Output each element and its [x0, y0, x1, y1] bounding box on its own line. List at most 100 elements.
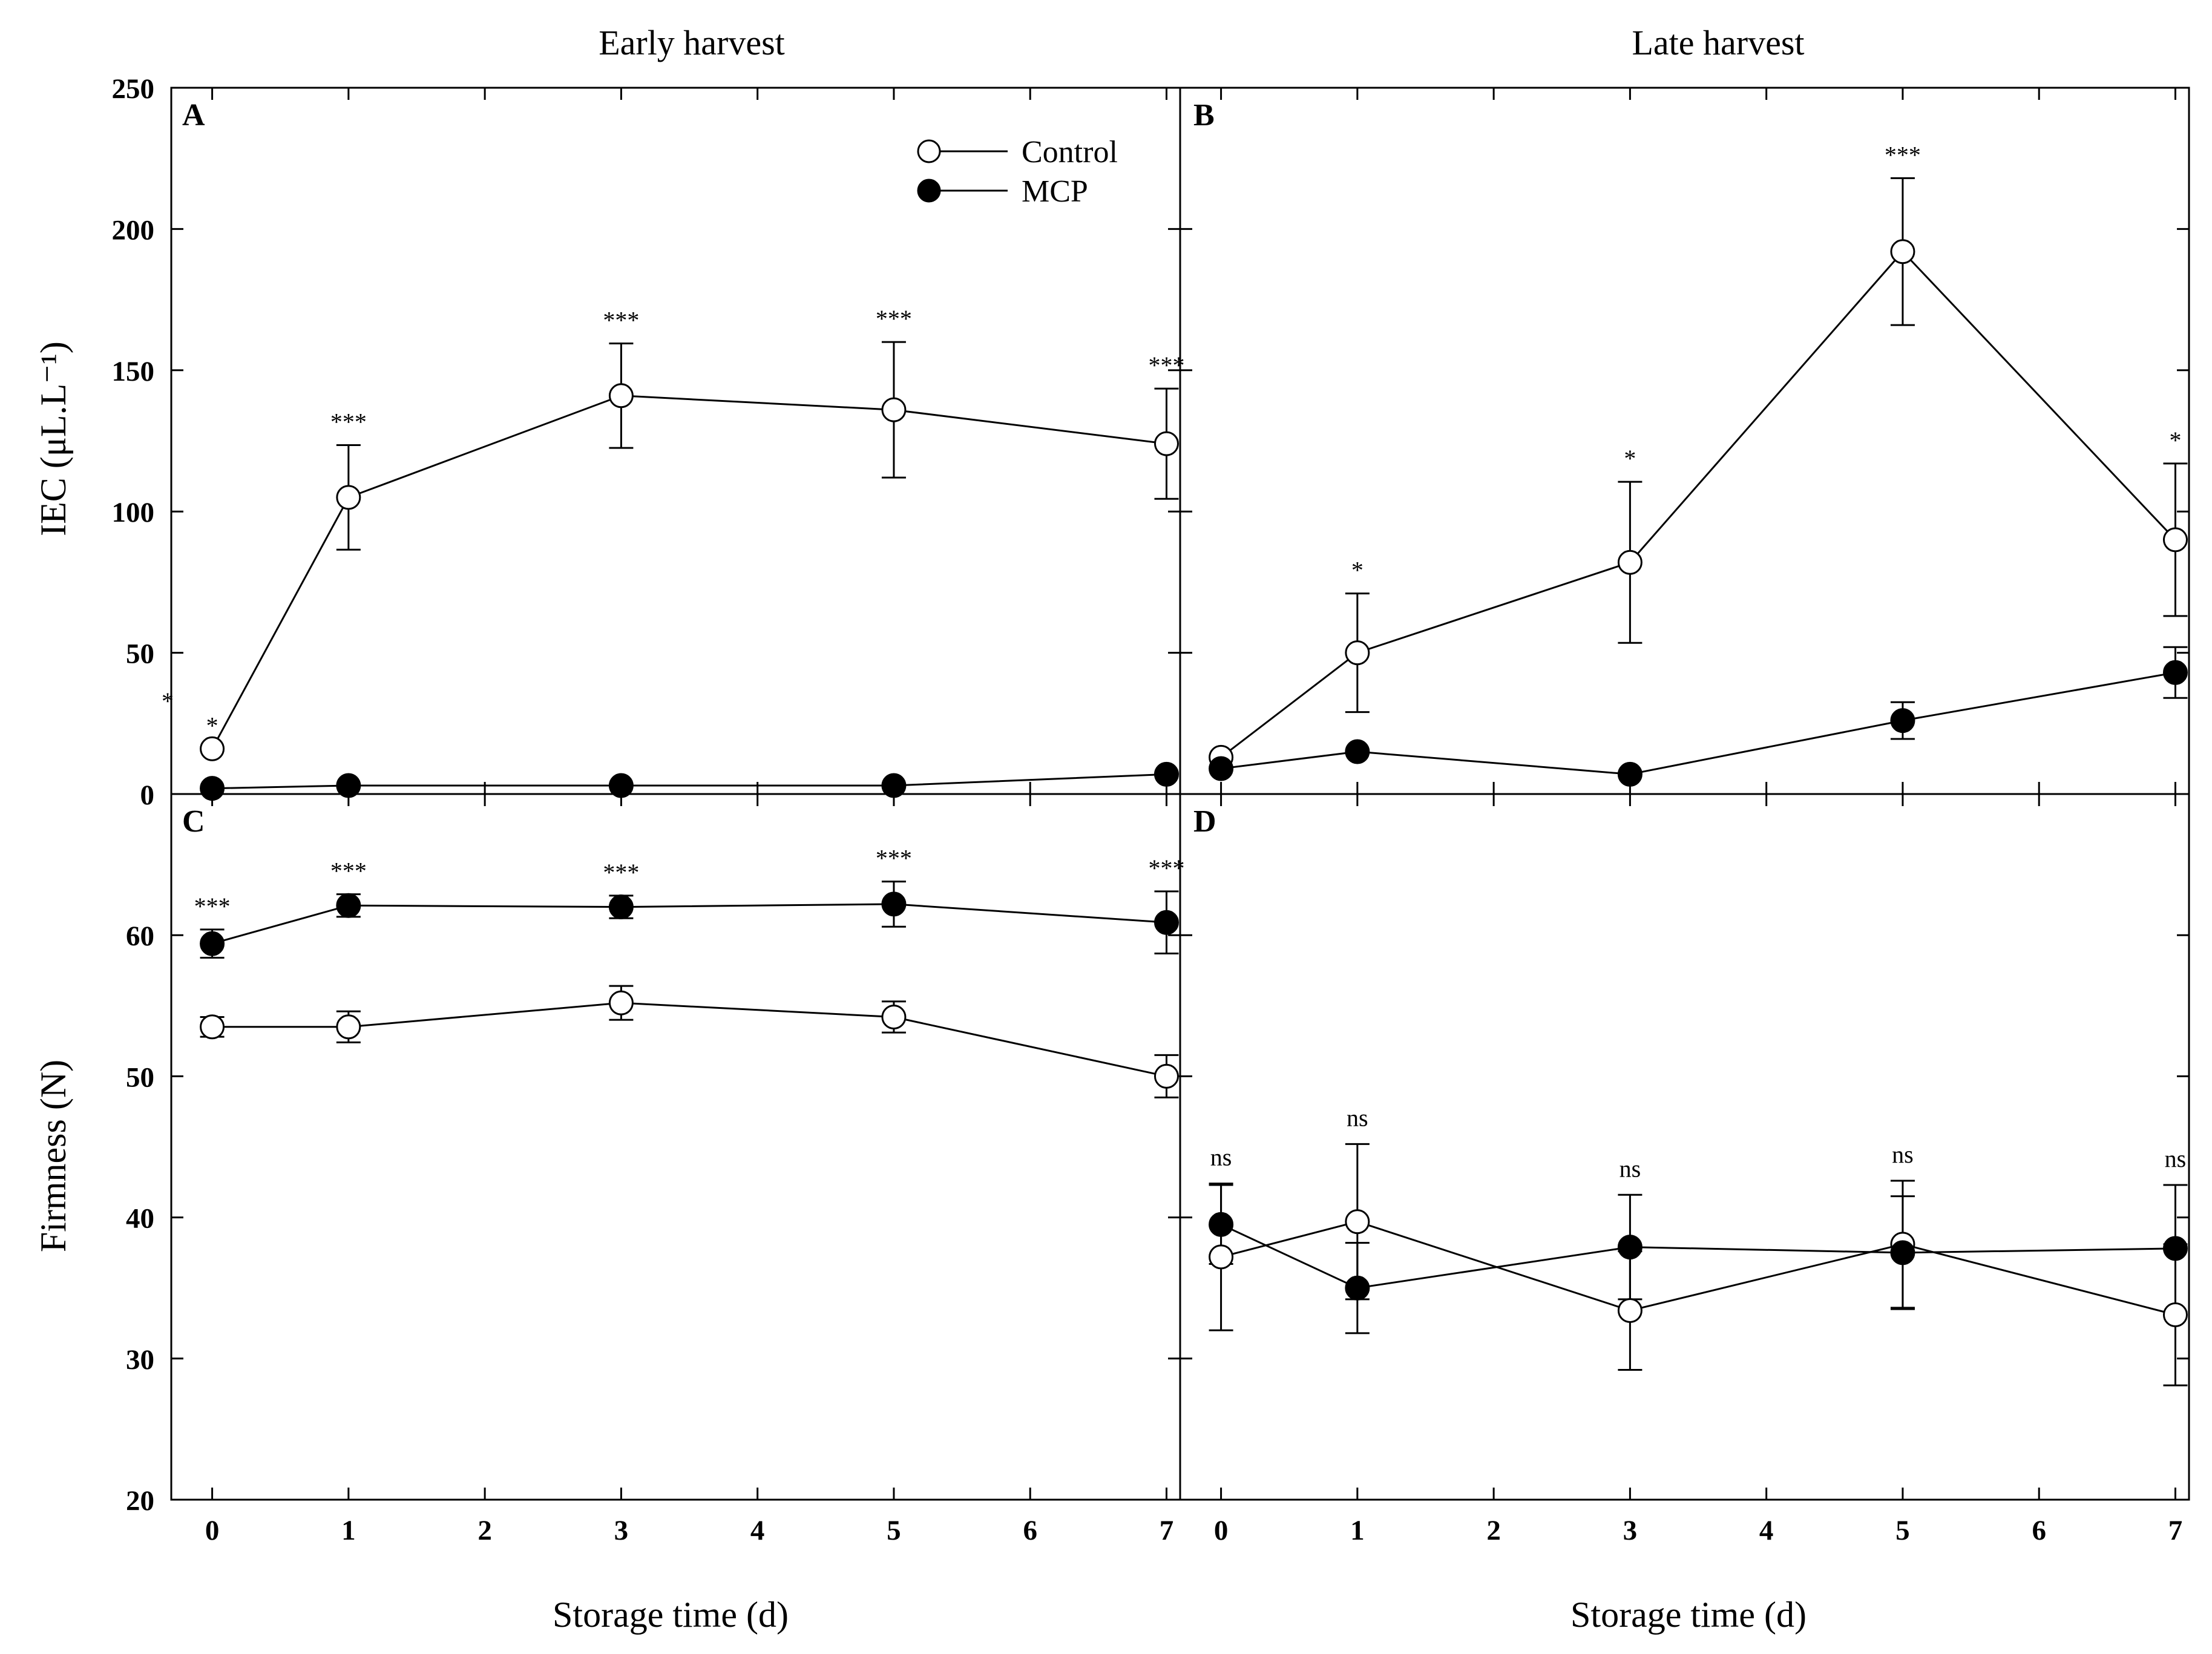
y-tick-label: 50: [126, 638, 154, 670]
x-tick-label: 3: [614, 1515, 629, 1546]
x-tick-label: 6: [2032, 1515, 2046, 1546]
y-tick-label: 20: [126, 1485, 154, 1517]
data-point-control: [881, 1004, 907, 1029]
significance-label: ***: [876, 845, 912, 872]
legend: Control MCP: [917, 135, 1118, 209]
plot-frame: [1179, 793, 2190, 1501]
data-point-mcp: [1209, 1212, 1234, 1237]
legend-control-label: Control: [1022, 135, 1118, 169]
data-point-mcp: [608, 894, 634, 920]
data-point-control: [2162, 1302, 2188, 1328]
y-tick-label: 100: [112, 497, 155, 528]
x-tick-label: 0: [1214, 1515, 1229, 1546]
significance-label: ***: [876, 305, 912, 332]
series-line-control: [212, 1002, 1167, 1077]
x-tick-label: 6: [1023, 1515, 1037, 1546]
plot-frame: [170, 793, 1181, 1501]
column-title-early: Early harvest: [599, 23, 785, 62]
significance-label: ***: [603, 859, 639, 886]
panel-letter: B: [1193, 98, 1215, 133]
significance-label: ***: [330, 409, 367, 436]
data-point-control: [336, 1014, 361, 1040]
data-point-control: [2162, 527, 2188, 553]
y-tick-label: 200: [112, 214, 155, 246]
panel-letter: D: [1193, 804, 1216, 839]
x-axis-title-left: Storage time (d): [553, 1595, 789, 1635]
y-tick-label: 60: [126, 921, 154, 952]
data-point-mcp: [881, 891, 907, 917]
series-line-control: [1221, 1221, 2176, 1316]
y-axis-title-iec: IEC (μL.L⁻¹): [33, 341, 73, 536]
significance-extra-mark: *: [162, 688, 174, 715]
significance-label: ns: [1892, 1141, 1914, 1168]
data-point-mcp: [1890, 1240, 1915, 1265]
data-point-mcp: [2162, 1236, 2188, 1261]
x-tick-label: 7: [1160, 1515, 1174, 1546]
significance-label: *: [2169, 427, 2181, 454]
significance-label: ***: [1885, 141, 1921, 168]
significance-label: *: [1624, 445, 1636, 472]
data-point-control: [200, 1014, 225, 1040]
data-point-control: [881, 397, 907, 422]
data-point-control: [608, 383, 634, 409]
data-point-control: [336, 485, 361, 510]
x-tick-label: 3: [1623, 1515, 1638, 1546]
significance-label: ns: [1347, 1104, 1368, 1131]
y-tick-label: 0: [140, 779, 155, 811]
significance-label: ***: [1148, 352, 1184, 379]
x-tick-label: 7: [2168, 1515, 2183, 1546]
x-tick-label: 5: [1895, 1515, 1910, 1546]
data-point-mcp: [1345, 1275, 1370, 1301]
series-line-control: [211, 395, 1167, 750]
data-point-control: [1345, 640, 1370, 666]
y-tick-label: 250: [112, 73, 155, 105]
data-point-mcp: [1154, 910, 1179, 935]
data-point-mcp: [2162, 660, 2188, 685]
plot-frame: [1179, 87, 2190, 795]
data-point-control: [1345, 1209, 1370, 1235]
data-point-mcp: [1345, 739, 1370, 764]
x-tick-label: 5: [887, 1515, 901, 1546]
data-point-mcp: [1617, 1235, 1643, 1260]
data-point-control: [200, 736, 225, 761]
data-point-mcp: [1890, 708, 1915, 733]
y-tick-label: 30: [126, 1344, 154, 1376]
panel-c: C 0 1 2 3 4 5 6 7 20 30 40 50 60 *** *** *** *** ***: [126, 793, 1184, 1546]
y-axis-title-firmness: Firmness (N): [33, 1060, 73, 1252]
significance-label: *: [1351, 557, 1364, 584]
data-point-control: [1617, 1298, 1643, 1324]
x-tick-label: 2: [478, 1515, 492, 1546]
x-tick-label: 0: [205, 1515, 220, 1546]
data-point-control: [1617, 550, 1643, 575]
x-tick-label: 1: [1350, 1515, 1365, 1546]
column-title-late: Late harvest: [1632, 23, 1804, 62]
series-line-control: [1220, 250, 2176, 758]
x-tick-label: 1: [341, 1515, 356, 1546]
data-point-control: [1890, 239, 1915, 264]
x-axis-title-right: Storage time (d): [1570, 1595, 1807, 1635]
significance-label: ns: [1210, 1144, 1232, 1171]
legend-mcp-marker: [917, 179, 941, 203]
data-point-mcp: [336, 893, 361, 918]
legend-mcp-label: MCP: [1022, 174, 1088, 209]
x-tick-label: 4: [1759, 1515, 1774, 1546]
data-point-mcp: [1209, 756, 1234, 781]
significance-label: ns: [2165, 1145, 2187, 1172]
panel-b: B******: [1179, 87, 2190, 795]
significance-label: ***: [603, 306, 639, 333]
significance-label: *: [206, 712, 218, 739]
data-point-control: [1154, 431, 1179, 456]
y-tick-label: 40: [126, 1203, 154, 1235]
legend-control-marker: [917, 139, 941, 163]
data-point-control: [608, 990, 634, 1016]
y-tick-label: 150: [112, 356, 155, 387]
data-point-mcp: [200, 931, 225, 956]
significance-label: ***: [1148, 855, 1184, 882]
panel-letter: C: [182, 804, 205, 839]
y-tick-label: 50: [126, 1062, 154, 1093]
panel-d: D 0 1 2 3 4 5 6 7 ns ns ns ns ns: [1179, 793, 2190, 1546]
x-tick-label: 2: [1486, 1515, 1501, 1546]
